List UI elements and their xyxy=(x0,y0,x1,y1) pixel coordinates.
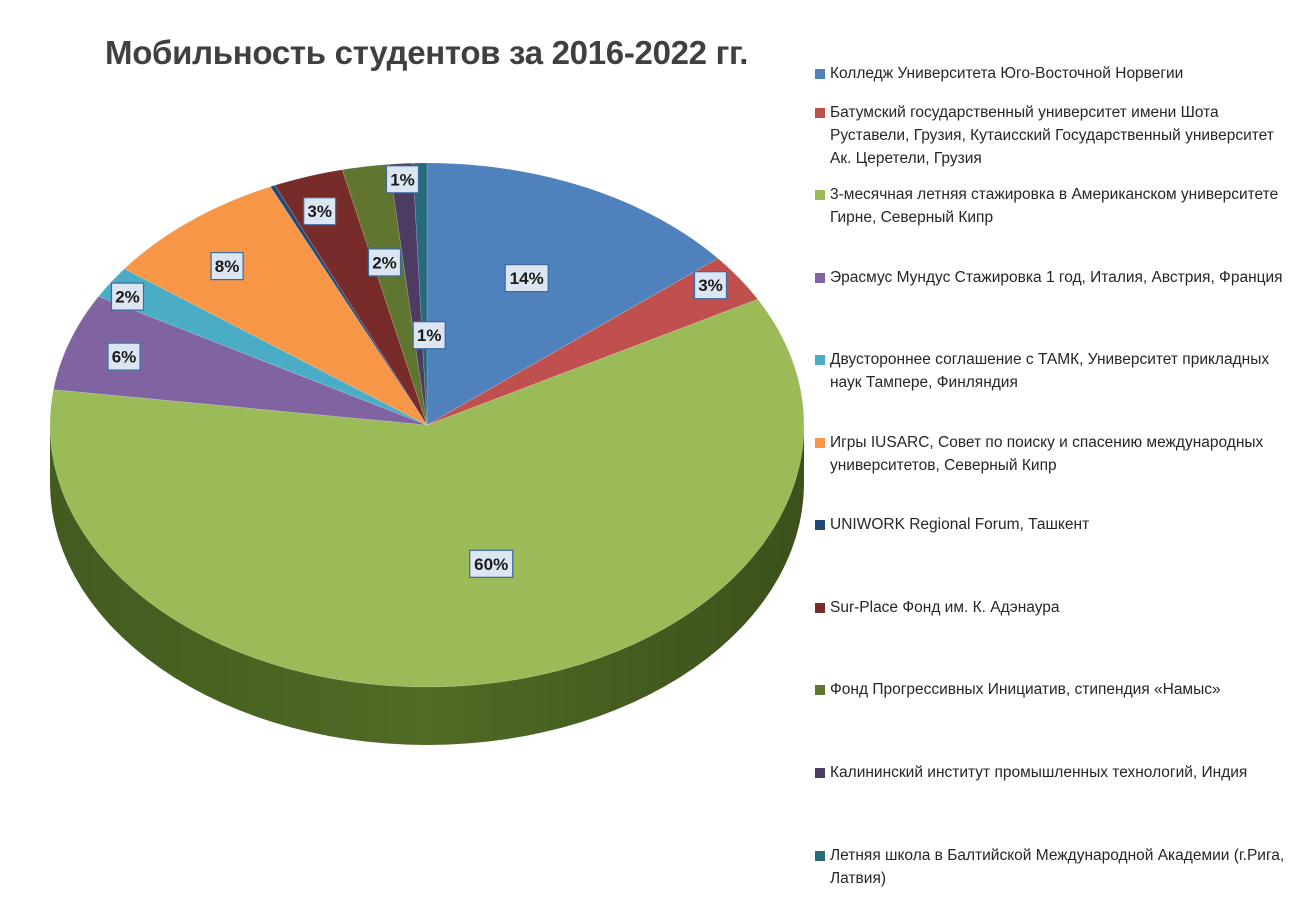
data-label-text-4: 6% xyxy=(112,348,137,367)
data-label-text-11: 1% xyxy=(417,326,442,345)
pie-slice-2 xyxy=(426,257,759,426)
data-label-text-1: 14% xyxy=(510,269,544,288)
legend-swatch xyxy=(815,603,825,613)
legend-swatch xyxy=(815,685,825,695)
pie-slice-6 xyxy=(123,186,428,426)
data-label-11: 1% xyxy=(412,321,446,350)
legend-swatch xyxy=(815,851,825,861)
legend-label: Эрасмус Мундус Стажировка 1 год, Италия,… xyxy=(830,269,1283,286)
pie-slice-11 xyxy=(412,162,428,426)
data-label-box-3 xyxy=(469,549,514,578)
legend-swatch xyxy=(815,520,825,530)
data-label-4: 6% xyxy=(107,342,141,371)
data-label-box-5 xyxy=(110,282,145,311)
legend-label: UNIWORK Regional Forum, Ташкент xyxy=(830,516,1090,533)
data-label-9: 2% xyxy=(367,248,402,277)
legend-label: Игры IUSARC, Совет по поиску и спасению … xyxy=(830,434,1264,474)
data-label-text-3: 60% xyxy=(474,555,508,574)
pie-rim-shading xyxy=(50,425,804,745)
data-label-box-11 xyxy=(412,321,446,350)
legend-swatch xyxy=(815,438,825,448)
data-label-10: 1% xyxy=(385,165,420,194)
data-label-6: 8% xyxy=(210,252,244,281)
legend-swatch xyxy=(815,190,825,200)
legend-label: Калининский институт промышленных технол… xyxy=(830,764,1248,781)
legend-swatch xyxy=(815,69,825,79)
legend-swatch xyxy=(815,768,825,778)
legend-swatch xyxy=(815,355,825,365)
data-label-box-10 xyxy=(385,165,420,194)
pie-data-labels: 14% 3% 60% 6% 2% 8% 3% 2% 1% 1% xyxy=(107,165,728,578)
legend-label: Фонд Прогрессивных Инициатив, стипендия … xyxy=(830,681,1221,698)
legend-swatch xyxy=(815,108,825,118)
pie-slice-8 xyxy=(274,169,428,426)
legend-label: Летняя школа в Балтийской Международной … xyxy=(830,847,1285,887)
data-label-text-9: 2% xyxy=(372,253,397,272)
data-label-box-9 xyxy=(367,248,402,277)
data-label-box-6 xyxy=(210,252,244,281)
data-label-box-8 xyxy=(303,197,337,226)
data-label-text-5: 2% xyxy=(115,288,140,307)
legend-label: Батумский государственный университет им… xyxy=(830,104,1274,167)
data-label-box-4 xyxy=(107,342,141,371)
pie-slice-1 xyxy=(426,162,719,426)
data-label-1: 14% xyxy=(504,264,549,293)
chart-title: Мобильность студентов за 2016-2022 гг. xyxy=(105,34,749,71)
data-label-text-6: 8% xyxy=(215,257,240,276)
legend-label: Колледж Университета Юго-Восточной Норве… xyxy=(830,65,1184,82)
pie-slices xyxy=(49,162,805,688)
legend-label: 3-месячная летняя стажировка в Американс… xyxy=(830,186,1279,226)
pie-slice-9 xyxy=(341,164,428,426)
legend-label: Sur-Place Фонд им. К. Адэнаура xyxy=(830,599,1060,616)
data-label-5: 2% xyxy=(110,282,145,311)
data-label-box-1 xyxy=(504,264,549,293)
data-label-3: 60% xyxy=(469,549,514,578)
legend-swatch xyxy=(815,273,825,283)
legend-label: Двустороннее соглашение с ТАМК, Универси… xyxy=(830,351,1270,391)
legend: Колледж Университета Юго-Восточной Норве… xyxy=(810,0,1295,922)
pie-slice-3 xyxy=(49,298,805,688)
pie-sides xyxy=(50,425,804,745)
data-label-8: 3% xyxy=(303,197,337,226)
data-label-text-10: 1% xyxy=(390,170,415,189)
data-label-box-2 xyxy=(693,271,728,300)
data-label-text-2: 3% xyxy=(698,276,723,295)
data-label-text-8: 3% xyxy=(307,202,332,221)
pie-slice-4 xyxy=(53,296,428,426)
data-label-2: 3% xyxy=(693,271,728,300)
pie-slice-5 xyxy=(98,268,428,426)
